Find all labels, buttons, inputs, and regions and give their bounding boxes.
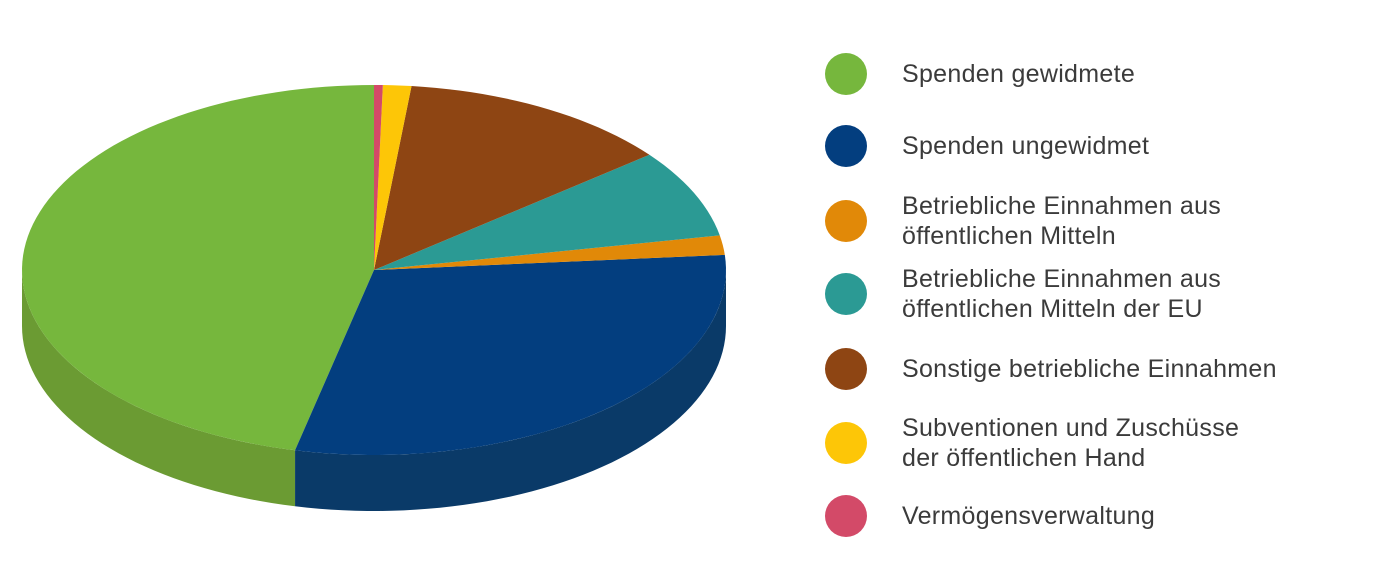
legend-swatch-orange	[825, 200, 867, 242]
pie-slice-subventionen-zuschuesse	[374, 85, 412, 270]
pie-side-spenden-gewidmete	[22, 270, 296, 507]
legend-label: Sonstige betriebliche Einnahmen	[902, 354, 1277, 384]
legend-item: Betriebliche Einnahmen aus öffentlichen …	[825, 264, 1221, 324]
pie-slice-spenden-ungewidmet	[295, 254, 726, 455]
legend-swatch-yellow	[825, 422, 867, 464]
legend-item: Betriebliche Einnahmen aus öffentlichen …	[825, 191, 1221, 251]
legend-label-line: Sonstige betriebliche Einnahmen	[902, 355, 1277, 383]
legend-label: Betriebliche Einnahmen aus öffentlichen …	[902, 264, 1221, 324]
legend-label-line: der öffentlichen Hand	[902, 444, 1146, 472]
pie-slice-vermoegensverwaltung	[374, 85, 383, 270]
legend-label: Subventionen und Zuschüsse der öffentlic…	[902, 413, 1239, 473]
legend: Spenden gewidmete Spenden ungewidmet Bet…	[825, 0, 1385, 582]
legend-label: Vermögensverwaltung	[902, 501, 1155, 531]
legend-swatch-teal	[825, 273, 867, 315]
legend-label: Betriebliche Einnahmen aus öffentlichen …	[902, 191, 1221, 251]
legend-item: Vermögensverwaltung	[825, 495, 1155, 537]
pie-slice-sonstige-betriebliche-einnahmen	[374, 86, 650, 270]
legend-item: Subventionen und Zuschüsse der öffentlic…	[825, 413, 1239, 473]
pie-side-spenden-ungewidmet	[295, 270, 726, 511]
legend-label: Spenden gewidmete	[902, 59, 1135, 89]
pie-slice-betriebliche-einnahmen-oeffentliche-mittel-eu	[374, 154, 720, 270]
legend-label-line: Vermögensverwaltung	[902, 502, 1156, 530]
legend-swatch-brown	[825, 348, 867, 390]
legend-label-line: Spenden ungewidmet	[902, 132, 1150, 160]
legend-label-line: Betriebliche Einnahmen aus	[902, 265, 1222, 293]
legend-item: Spenden ungewidmet	[825, 125, 1149, 167]
legend-item: Spenden gewidmete	[825, 53, 1135, 95]
pie-chart	[22, 85, 726, 511]
legend-label: Spenden ungewidmet	[902, 131, 1149, 161]
legend-item: Sonstige betriebliche Einnahmen	[825, 348, 1277, 390]
legend-swatch-pink	[825, 495, 867, 537]
pie-slice-spenden-gewidmete	[22, 85, 374, 451]
legend-label-line: öffentlichen Mitteln der EU	[902, 295, 1203, 323]
legend-swatch-blue	[825, 125, 867, 167]
legend-label-line: Subventionen und Zuschüsse	[902, 414, 1240, 442]
legend-label-line: öffentlichen Mitteln	[902, 222, 1116, 250]
pie-slice-betriebliche-einnahmen-oeffentliche-mittel	[374, 235, 725, 270]
legend-label-line: Betriebliche Einnahmen aus	[902, 192, 1222, 220]
legend-label-line: Spenden gewidmete	[902, 60, 1136, 88]
legend-swatch-green	[825, 53, 867, 95]
